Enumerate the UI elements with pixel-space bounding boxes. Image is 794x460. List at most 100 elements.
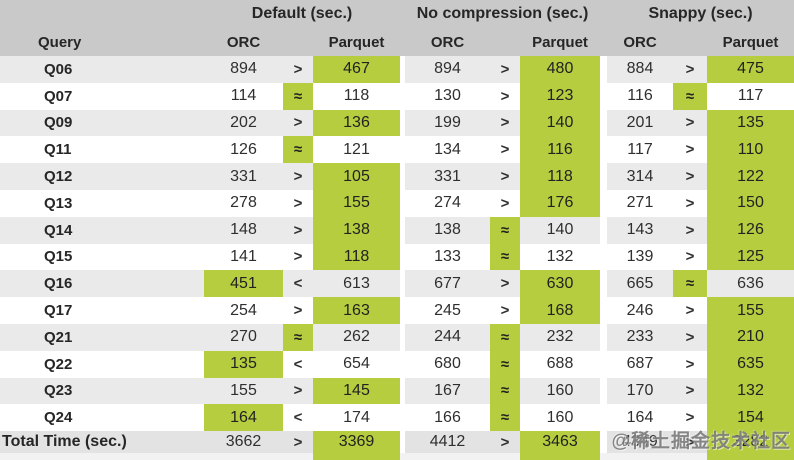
parquet-value: 138: [313, 216, 400, 244]
comparison-operator: ≈: [490, 323, 520, 351]
parquet-value: 3369: [313, 431, 400, 454]
query-cell: Q16: [0, 270, 204, 298]
comparison-operator: ≈: [490, 243, 520, 271]
bottom-edge-green-segment: [520, 453, 600, 460]
section-gap: [400, 82, 405, 110]
section-gap: [400, 216, 405, 244]
orc-column-header-default: ORC: [204, 28, 283, 56]
orc-value: 451: [204, 270, 283, 298]
parquet-value: 145: [313, 377, 400, 405]
bottom-edge-green-segment: [313, 453, 400, 460]
orc-value: 4349: [607, 431, 673, 454]
orc-value: 164: [607, 404, 673, 432]
parquet-value: 210: [707, 323, 794, 351]
orc-value: 166: [405, 404, 490, 432]
parquet-value: 475: [707, 56, 794, 83]
section-gap: [600, 28, 607, 56]
parquet-value: 132: [520, 243, 600, 271]
parquet-value: 110: [707, 136, 794, 164]
section-gap: [400, 136, 405, 164]
table-body: Q06 894 >467 894 >480 884 >475 Q07 114 ≈118 130 >12…: [0, 56, 794, 454]
section-gap: [400, 28, 405, 56]
parquet-value: 3463: [520, 431, 600, 454]
parquet-value: 122: [707, 163, 794, 190]
corner-spacer: [0, 0, 204, 28]
bottom-edge-segment: [400, 453, 520, 460]
parquet-value: 635: [707, 350, 794, 378]
section-gap: [400, 297, 405, 324]
parquet-value: 163: [313, 297, 400, 324]
comparison-operator: >: [490, 431, 520, 454]
query-cell: Q06: [0, 56, 204, 83]
total-row: Total Time (sec.) 3662 >3369 4412 >3463 4349 >…: [0, 431, 794, 454]
comparison-operator: >: [673, 189, 707, 217]
query-cell: Q22: [0, 350, 204, 378]
orc-value: 3662: [204, 431, 283, 454]
orc-value: 270: [204, 323, 283, 351]
orc-value: 677: [405, 270, 490, 298]
orc-value: 170: [607, 377, 673, 405]
query-cell: Q14: [0, 216, 204, 244]
parquet-value: 160: [520, 377, 600, 405]
parquet-value: 123: [520, 82, 600, 110]
table-row: Q16 451 <613 677 >630 665 ≈636: [0, 270, 794, 298]
orc-value: 271: [607, 189, 673, 217]
orc-value: 254: [204, 297, 283, 324]
parquet-value: 140: [520, 109, 600, 137]
section-gap: [600, 82, 607, 110]
orc-value: 233: [607, 323, 673, 351]
section-gap: [400, 323, 405, 351]
section-gap: [400, 163, 405, 190]
comparison-operator: >: [283, 431, 313, 454]
comparison-operator: >: [673, 163, 707, 190]
section-gap: [400, 56, 405, 83]
comparison-operator: >: [673, 404, 707, 432]
section-gap: [600, 109, 607, 137]
orc-value: 884: [607, 56, 673, 83]
orc-value: 331: [204, 163, 283, 190]
comparison-operator: >: [490, 109, 520, 137]
parquet-value: 3282: [707, 431, 794, 454]
orc-value: 155: [204, 377, 283, 405]
table-row: Q07 114 ≈118 130 >123 116 ≈117: [0, 82, 794, 110]
comparison-operator: >: [283, 377, 313, 405]
comparison-operator: <: [283, 404, 313, 432]
group-header-row: Default (sec.) No compression (sec.) Sna…: [0, 0, 794, 28]
section-gap: [400, 431, 405, 454]
orc-value: 274: [405, 189, 490, 217]
orc-value: 116: [607, 82, 673, 110]
orc-value: 130: [405, 82, 490, 110]
comparison-operator: >: [283, 163, 313, 190]
table-row: Q12 331 >105 331 >118 314 >122: [0, 163, 794, 190]
table-row: Q13 278 >155 274 >176 271 >150: [0, 189, 794, 217]
parquet-value: 118: [520, 163, 600, 190]
section-gap: [600, 189, 607, 217]
parquet-value: 118: [313, 243, 400, 271]
parquet-value: 118: [313, 82, 400, 110]
section-gap: [600, 270, 607, 298]
parquet-value: 121: [313, 136, 400, 164]
section-gap: [400, 0, 405, 28]
comparison-operator: >: [283, 109, 313, 137]
section-gap: [400, 377, 405, 405]
table-row: Q24 164 <174 166 ≈160 164 >154: [0, 404, 794, 432]
comparison-operator: ≈: [490, 404, 520, 432]
orc-value: 201: [607, 109, 673, 137]
section-gap: [400, 109, 405, 137]
parquet-value: 688: [520, 350, 600, 378]
section-gap: [600, 297, 607, 324]
comparison-operator: >: [673, 350, 707, 378]
parquet-column-header-nocomp: Parquet: [520, 28, 600, 56]
orc-value: 167: [405, 377, 490, 405]
section-gap: [400, 404, 405, 432]
comparison-operator: ≈: [283, 323, 313, 351]
operator-column-spacer: [283, 28, 313, 56]
parquet-value: 480: [520, 56, 600, 83]
orc-value: 141: [204, 243, 283, 271]
query-cell: Q15: [0, 243, 204, 271]
bottom-edge-segment: [600, 453, 707, 460]
query-cell: Q07: [0, 82, 204, 110]
comparison-operator: >: [283, 243, 313, 271]
table-row: Q15 141 >118 133 ≈132 139 >125: [0, 243, 794, 271]
query-cell: Q12: [0, 163, 204, 190]
